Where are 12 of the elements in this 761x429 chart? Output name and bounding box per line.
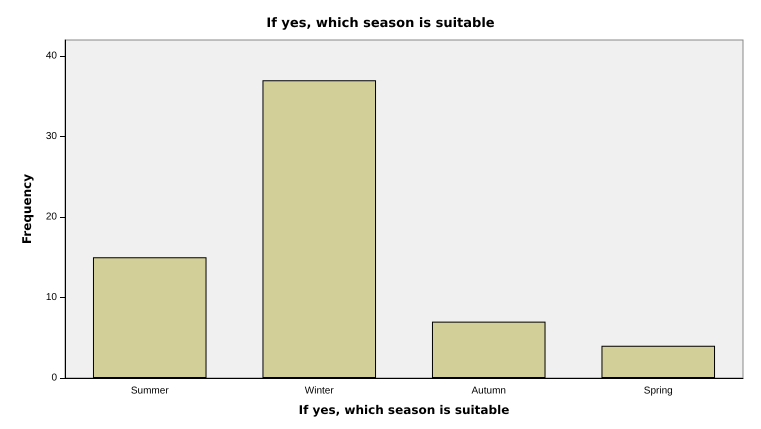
x-axis-title: If yes, which season is suitable (298, 403, 510, 417)
y-tick-label: 10 (46, 292, 58, 304)
x-tick-label: Spring (644, 386, 673, 396)
y-axis-title: Frequency (20, 174, 34, 244)
x-tick-label: Autumn (472, 386, 506, 396)
y-tick-label: 40 (46, 50, 58, 62)
x-tick-label: Summer (130, 386, 170, 396)
x-tick-label: Winter (304, 386, 334, 396)
y-tick-label: 0 (51, 372, 58, 384)
chart-title: If yes, which season is suitable (266, 16, 495, 31)
y-tick-label: 30 (46, 131, 58, 142)
y-tick-label: 20 (46, 212, 58, 223)
